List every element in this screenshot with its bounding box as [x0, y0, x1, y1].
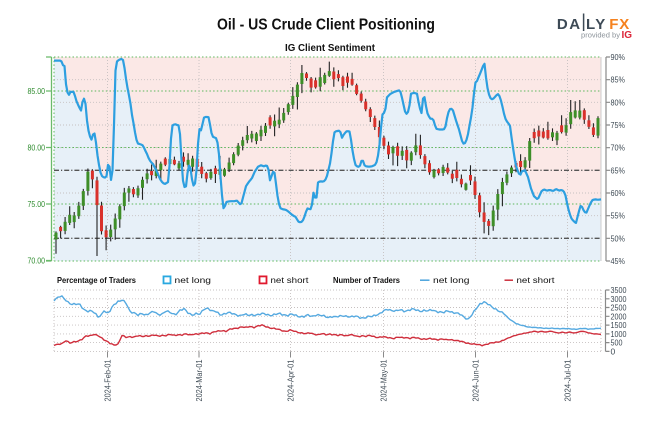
svg-text:Oil - US Crude Client Position: Oil - US Crude Client Positioning [217, 17, 435, 34]
svg-text:45%: 45% [611, 256, 626, 266]
svg-text:provided by: provided by [581, 33, 621, 40]
svg-text:F: F [609, 16, 618, 33]
svg-text:500: 500 [611, 338, 623, 348]
svg-text:IG Client Sentiment: IG Client Sentiment [285, 42, 375, 54]
svg-text:net long: net long [175, 275, 212, 285]
svg-text:2500: 2500 [611, 303, 627, 313]
svg-text:80%: 80% [611, 97, 626, 107]
svg-text:Number of Traders: Number of Traders [333, 275, 400, 285]
svg-text:65%: 65% [611, 165, 626, 175]
svg-text:85%: 85% [611, 75, 626, 85]
svg-text:A: A [569, 16, 580, 33]
svg-text:90%: 90% [611, 52, 626, 62]
svg-text:net short: net short [517, 275, 556, 285]
svg-text:Percentage of Traders: Percentage of Traders [57, 275, 136, 285]
svg-text:2024-Feb-01: 2024-Feb-01 [103, 359, 113, 401]
svg-text:1500: 1500 [611, 320, 627, 330]
svg-text:Y: Y [595, 16, 605, 33]
svg-text:2024-Apr-01: 2024-Apr-01 [286, 359, 296, 401]
svg-text:0: 0 [611, 346, 616, 356]
svg-text:75.00: 75.00 [28, 199, 46, 209]
svg-text:85.00: 85.00 [28, 86, 46, 96]
svg-text:50%: 50% [611, 233, 626, 243]
svg-text:L: L [586, 16, 595, 33]
svg-text:70%: 70% [611, 143, 626, 153]
svg-text:IG: IG [622, 30, 633, 41]
svg-text:X: X [619, 16, 629, 33]
svg-text:net long: net long [433, 275, 470, 285]
svg-text:2000: 2000 [611, 311, 627, 321]
svg-text:2024-Mar-01: 2024-Mar-01 [194, 359, 204, 401]
svg-text:1000: 1000 [611, 329, 627, 339]
svg-text:3000: 3000 [611, 294, 627, 304]
svg-text:2024-Jun-01: 2024-Jun-01 [471, 359, 481, 401]
svg-text:2024-May-01: 2024-May-01 [379, 359, 389, 401]
svg-text:80.00: 80.00 [28, 143, 46, 153]
svg-text:55%: 55% [611, 211, 626, 221]
svg-text:2024-Jul-01: 2024-Jul-01 [563, 359, 573, 401]
svg-text:D: D [557, 16, 568, 33]
svg-text:70.00: 70.00 [28, 256, 46, 266]
svg-text:75%: 75% [611, 120, 626, 130]
svg-text:3500: 3500 [611, 285, 627, 295]
svg-text:60%: 60% [611, 188, 626, 198]
svg-text:net short: net short [271, 275, 310, 285]
